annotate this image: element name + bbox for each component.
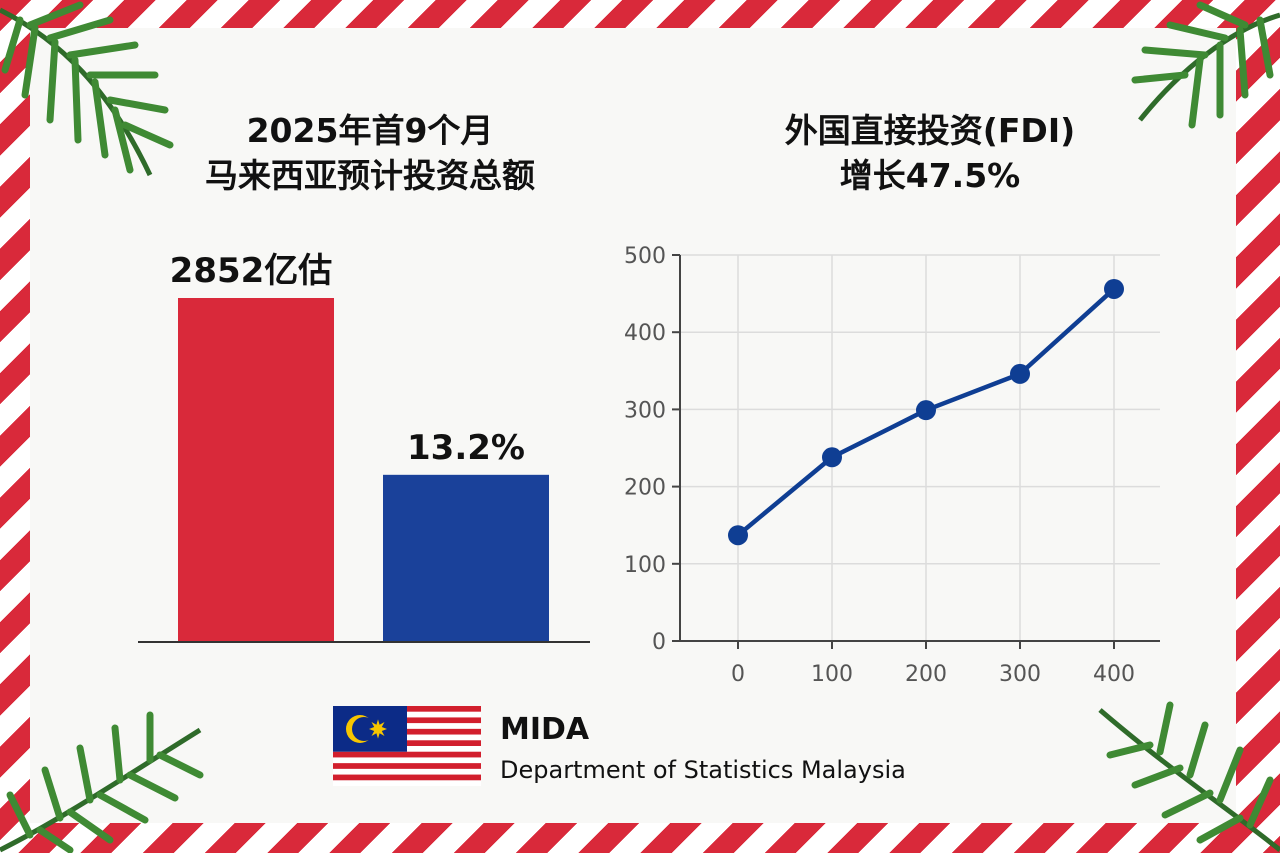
flag-stripe <box>333 768 481 775</box>
flag-stripe <box>333 757 481 764</box>
y-tick-label: 0 <box>652 630 666 655</box>
right-title-line1: 外国直接投资(FDI) <box>784 111 1076 150</box>
x-tick-label: 300 <box>999 662 1041 687</box>
bar-2-data-label: 13.2% <box>407 428 525 468</box>
x-tick-label: 100 <box>811 662 853 687</box>
data-point <box>822 447 842 468</box>
malaysia-flag-icon <box>333 706 481 786</box>
data-point <box>1104 278 1124 299</box>
footer-source: Department of Statistics Malaysia <box>500 756 906 784</box>
palm-frond-top-right <box>1131 1 1280 129</box>
bar-1-data-label: 2852亿估 <box>170 251 333 291</box>
x-tick-label: 400 <box>1093 662 1135 687</box>
left-title-line2: 马来西亚预计投资总额 <box>205 156 535 195</box>
footer-org-name: MIDA <box>500 712 590 747</box>
palm-frond-bottom-right <box>1098 701 1280 852</box>
flag-stripe <box>333 763 481 770</box>
y-tick-label: 300 <box>624 398 666 423</box>
data-point <box>1010 363 1030 384</box>
right-title-line2: 增长47.5% <box>839 156 1021 195</box>
y-tick-label: 500 <box>624 244 666 269</box>
x-tick-label: 0 <box>731 662 745 687</box>
investment-bar-chart: 2852亿估 13.2% <box>138 251 590 643</box>
y-tick-label: 400 <box>624 321 666 346</box>
flag-stripe <box>333 774 481 781</box>
y-tick-label: 100 <box>624 553 666 578</box>
left-title: 2025年首9个月 马来西亚预计投资总额 <box>150 108 590 198</box>
footer-logo-text: MIDA Department of Statistics Malaysia <box>500 710 906 786</box>
bar-2 <box>383 474 549 642</box>
flag-stripe <box>333 751 481 758</box>
fdi-line-chart: 0 100 200 300 400 500 0 100 200 300 400 <box>624 244 1160 687</box>
x-tick-label: 200 <box>905 662 947 687</box>
left-title-line1: 2025年首9个月 <box>246 111 494 150</box>
y-tick-label: 200 <box>624 476 666 501</box>
data-point <box>916 400 936 421</box>
data-point <box>728 525 748 546</box>
flag-stripe <box>333 780 481 786</box>
palm-frond-bottom-left <box>0 711 204 853</box>
bar-1 <box>178 298 334 642</box>
palm-frond-top-left <box>0 1 174 177</box>
right-title: 外国直接投资(FDI) 增长47.5% <box>700 108 1160 198</box>
